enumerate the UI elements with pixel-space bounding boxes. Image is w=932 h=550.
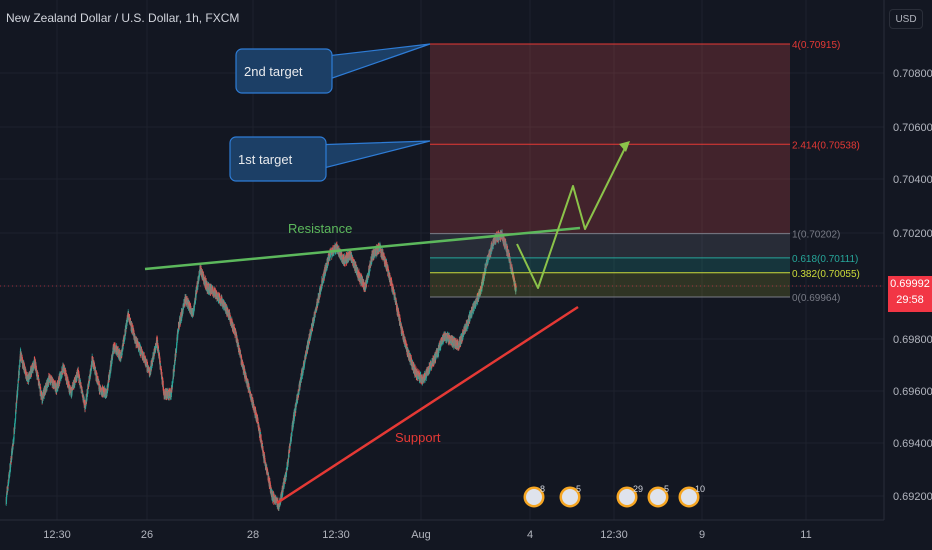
candle-body	[171, 394, 172, 397]
candle-body	[125, 334, 126, 336]
x-tick-label: 11	[800, 529, 811, 541]
candle-body	[286, 470, 288, 475]
candle-body	[19, 367, 20, 376]
candle-body	[13, 431, 15, 440]
candle-body	[12, 445, 14, 449]
candle-body	[36, 365, 37, 369]
candle-body	[255, 410, 257, 414]
candle-body	[257, 417, 259, 421]
candle-body	[17, 389, 19, 396]
candle-body	[161, 372, 163, 377]
y-tick-label: 0.69800	[893, 334, 932, 346]
candle-body	[182, 311, 184, 314]
candle-body	[14, 431, 16, 434]
y-tick-label: 0.70200	[893, 228, 932, 240]
candle-body	[40, 386, 42, 388]
y-tick-label: 0.69400	[893, 438, 932, 450]
candle-body	[289, 451, 290, 458]
x-tick-label: 26	[141, 529, 153, 541]
x-tick-label: Aug	[411, 529, 431, 541]
x-tick-label: 12:30	[322, 529, 350, 541]
candle-body	[15, 413, 17, 419]
candle-body	[193, 311, 195, 315]
x-tick-label: 12:30	[43, 529, 71, 541]
x-tick-label: 12:30	[600, 529, 628, 541]
y-tick-label: 0.69200	[893, 491, 932, 503]
y-tick-label: 0.70400	[893, 174, 932, 186]
y-tick-label: 0.70600	[893, 122, 932, 134]
candle-body	[18, 381, 19, 385]
x-tick-label: 28	[247, 529, 259, 541]
x-tick-label: 4	[527, 529, 533, 541]
candle-body	[178, 330, 179, 333]
candle-body	[261, 437, 262, 439]
candle-body	[74, 382, 76, 386]
x-tick-label: 9	[699, 529, 705, 541]
y-tick-label: 0.70800	[893, 68, 932, 80]
candle-body	[145, 358, 147, 362]
candle-body	[291, 432, 293, 437]
candle-body	[174, 361, 176, 365]
y-tick-label: 0.69600	[893, 386, 932, 398]
